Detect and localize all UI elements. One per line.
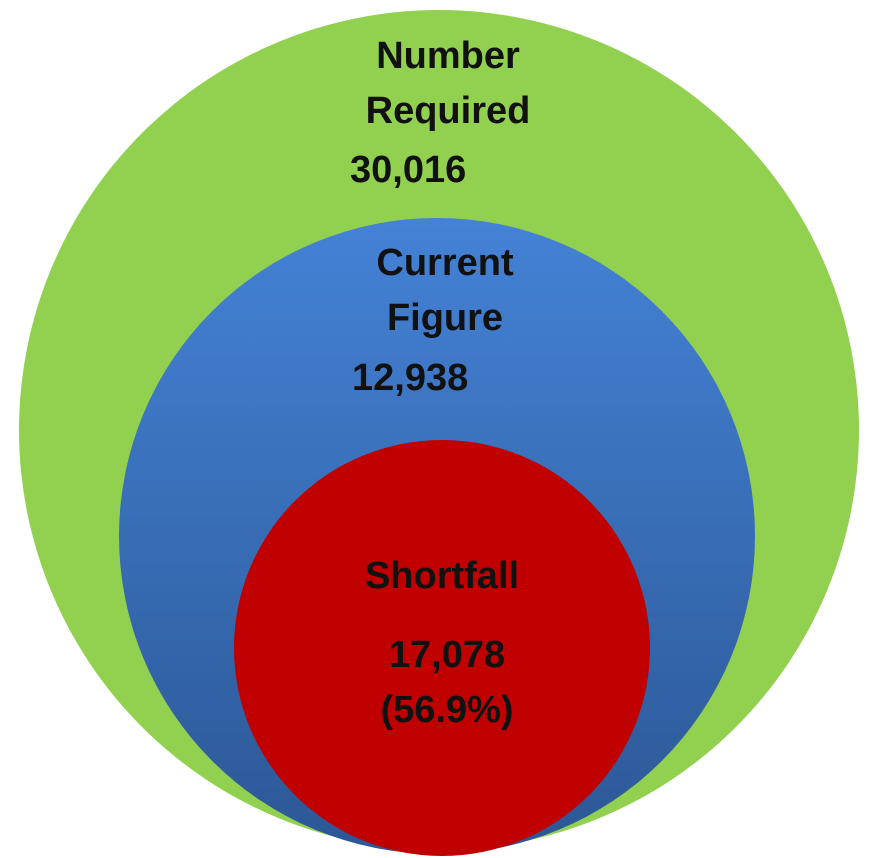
node-value: 12,938 xyxy=(352,357,468,399)
inner-circle xyxy=(234,440,650,856)
node-share: (56.9%) xyxy=(380,689,513,731)
node-label: Shortfall xyxy=(365,555,519,597)
node-value: 17,078 xyxy=(389,634,505,676)
node-value: 30,016 xyxy=(350,149,466,191)
node-label: Number xyxy=(376,35,520,77)
node-label: Figure xyxy=(387,297,503,339)
node-label: Current xyxy=(376,242,514,284)
node-label: Required xyxy=(366,90,531,132)
